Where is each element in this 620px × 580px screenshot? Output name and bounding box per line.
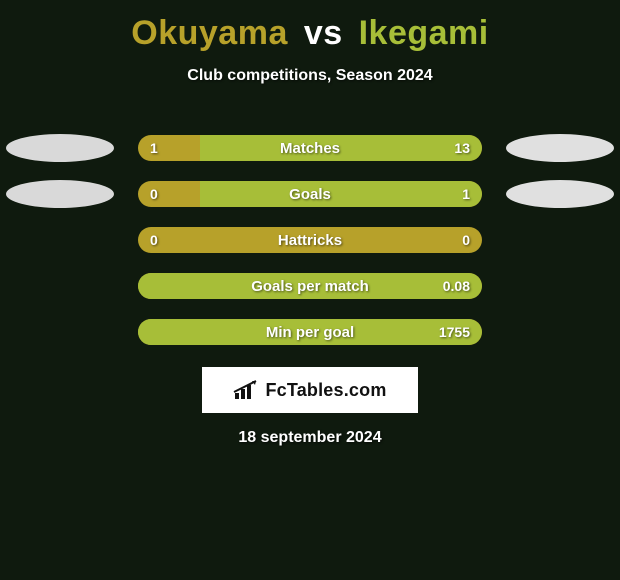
stat-row: Min per goal 1755 [0,309,620,355]
generation-date: 18 september 2024 [0,429,620,447]
stat-bar-fill [200,181,482,207]
stat-value-left: 1 [150,135,158,161]
stat-row: 0 Hattricks 0 [0,217,620,263]
branding-logo: FcTables.com [202,367,418,413]
brand-prefix: Fc [265,380,286,400]
stat-bar-fill [200,135,482,161]
ellipse-left [6,134,114,162]
stat-bar: 0 Hattricks 0 [138,227,482,253]
brand-text: FcTables.com [265,380,386,401]
stat-bar-fill [138,319,482,345]
stat-bar: Min per goal 1755 [138,319,482,345]
title-player1: Okuyama [131,14,288,52]
ellipse-right [506,180,614,208]
stat-bar: 1 Matches 13 [138,135,482,161]
stat-value-left: 0 [150,227,158,253]
stat-bar: 0 Goals 1 [138,181,482,207]
stat-value-left: 0 [150,181,158,207]
stat-label: Hattricks [138,227,482,253]
stat-bar-fill [138,273,482,299]
ellipse-right [506,134,614,162]
stat-row: 0 Goals 1 [0,171,620,217]
stat-bar: Goals per match 0.08 [138,273,482,299]
brand-rest: Tables.com [287,380,387,400]
stats-container: 1 Matches 13 0 Goals 1 0 Hattricks 0 Goa… [0,125,620,355]
subtitle: Club competitions, Season 2024 [0,67,620,85]
page-title: Okuyama vs Ikegami [0,0,620,53]
ellipse-left [6,180,114,208]
stat-row: 1 Matches 13 [0,125,620,171]
stat-row: Goals per match 0.08 [0,263,620,309]
bar-chart-icon [233,379,259,401]
title-player2: Ikegami [359,14,489,52]
title-vs: vs [304,14,343,52]
stat-value-right: 0 [462,227,470,253]
